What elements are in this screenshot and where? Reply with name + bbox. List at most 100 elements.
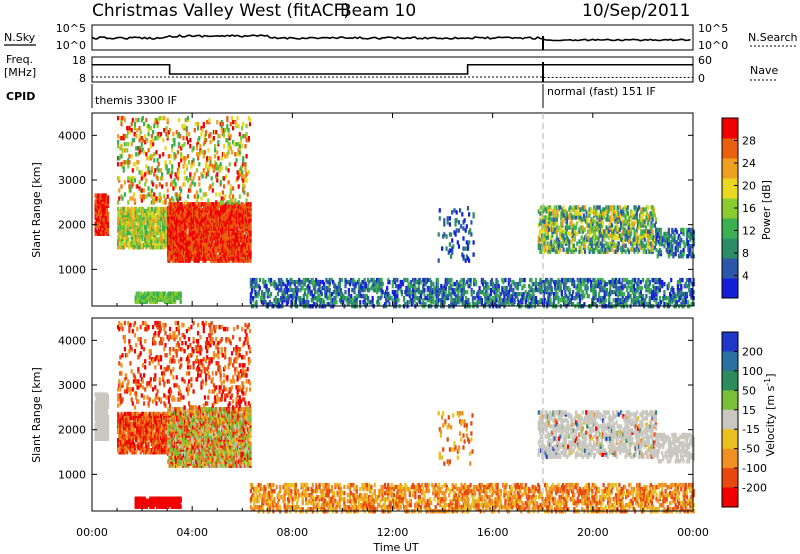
- echo-cell: [629, 293, 632, 299]
- echo-cell: [673, 291, 676, 297]
- echo-cell: [131, 208, 134, 214]
- echo-cell: [511, 298, 514, 303]
- echo-cell: [234, 234, 237, 239]
- echo-cell: [227, 150, 230, 155]
- echo-cell: [523, 277, 526, 283]
- echo-cell: [557, 300, 560, 305]
- echo-cell: [273, 279, 276, 285]
- echo-cell: [594, 295, 597, 301]
- echo-cell: [192, 176, 195, 181]
- echo-cell: [303, 287, 307, 293]
- echo-cell: [167, 238, 170, 243]
- echo-cell: [171, 220, 174, 225]
- echo-cell: [417, 283, 420, 289]
- echo-cell: [296, 291, 299, 297]
- echo-cell: [217, 226, 220, 231]
- echo-cell: [286, 287, 290, 293]
- echo-cell: [226, 204, 229, 209]
- echo-cell: [131, 176, 134, 181]
- echo-cell: [534, 281, 538, 287]
- echo-cell: [183, 160, 186, 165]
- echo-cell: [150, 241, 153, 246]
- echo-cell: [149, 140, 152, 145]
- echo-cell: [185, 224, 188, 229]
- echo-cell: [150, 230, 153, 236]
- echo-cell: [184, 210, 187, 215]
- echo-cell: [244, 168, 247, 173]
- echo-cell: [323, 300, 326, 305]
- echo-cell: [226, 138, 229, 143]
- echo-cell: [463, 289, 467, 295]
- echo-cell: [166, 130, 169, 135]
- echo-cell: [175, 174, 178, 179]
- echo-cell: [297, 287, 300, 293]
- echo-cell: [590, 279, 593, 285]
- echo-cell: [234, 208, 237, 213]
- echo-cell: [227, 168, 230, 173]
- echo-cell: [229, 188, 232, 193]
- echo-cell: [171, 170, 174, 175]
- echo-cell: [238, 150, 241, 155]
- echo-cell: [555, 217, 558, 222]
- echo-cell: [419, 293, 423, 299]
- echo-cell: [538, 229, 542, 234]
- echo-cell: [302, 298, 305, 303]
- echo-cell: [168, 128, 172, 133]
- echo-cell: [121, 235, 124, 240]
- echo-cell: [529, 293, 532, 299]
- echo-cell: [140, 291, 143, 296]
- echo-cell: [223, 132, 226, 137]
- echo-cell: [302, 277, 305, 283]
- echo-cell: [174, 154, 177, 159]
- echo-cell: [209, 244, 213, 249]
- echo-cell: [153, 200, 156, 205]
- echo-cell: [656, 289, 659, 295]
- echo-cell: [249, 250, 252, 255]
- echo-cell: [227, 146, 230, 151]
- echo-cell: [217, 216, 220, 221]
- echo-cell: [489, 291, 492, 297]
- echo-cell: [450, 283, 453, 289]
- echo-cell: [675, 300, 678, 305]
- echo-cell: [117, 241, 120, 246]
- echo-cell: [277, 287, 281, 293]
- echo-cell: [128, 126, 131, 131]
- echo-cell: [129, 196, 132, 201]
- echo-cell: [214, 144, 217, 149]
- echo-cell: [188, 132, 191, 137]
- echo-cell: [242, 134, 245, 139]
- echo-cell: [227, 128, 230, 133]
- echo-cell: [680, 293, 683, 299]
- echo-cell: [171, 248, 174, 253]
- echo-cell: [157, 168, 160, 173]
- echo-cell: [197, 138, 200, 143]
- echo-cell: [117, 200, 120, 205]
- echo-cell: [228, 142, 231, 147]
- echo-cell: [212, 166, 215, 171]
- echo-cell: [123, 117, 126, 123]
- echo-cell: [106, 211, 110, 216]
- echo-cell: [154, 243, 157, 248]
- echo-cell: [247, 202, 250, 207]
- echo-cell: [118, 176, 121, 181]
- echo-cell: [143, 194, 146, 199]
- echo-cell: [404, 277, 407, 283]
- echo-cell: [504, 298, 507, 303]
- echo-cell: [244, 144, 247, 149]
- echo-cell: [422, 298, 425, 303]
- echo-cell: [436, 281, 439, 287]
- echo-cell: [216, 228, 219, 233]
- echo-cell: [221, 128, 224, 133]
- echo-cell: [314, 289, 317, 295]
- echo-cell: [185, 204, 188, 209]
- echo-cell: [619, 291, 622, 297]
- echo-cell: [202, 192, 205, 197]
- echo-cell: [544, 247, 547, 252]
- echo-cell: [145, 245, 148, 250]
- echo-cell: [637, 285, 640, 291]
- echo-cell: [555, 229, 558, 234]
- echo-cell: [505, 289, 508, 295]
- echo-cell: [144, 134, 147, 139]
- echo-cell: [199, 144, 202, 149]
- echo-cell: [169, 230, 172, 235]
